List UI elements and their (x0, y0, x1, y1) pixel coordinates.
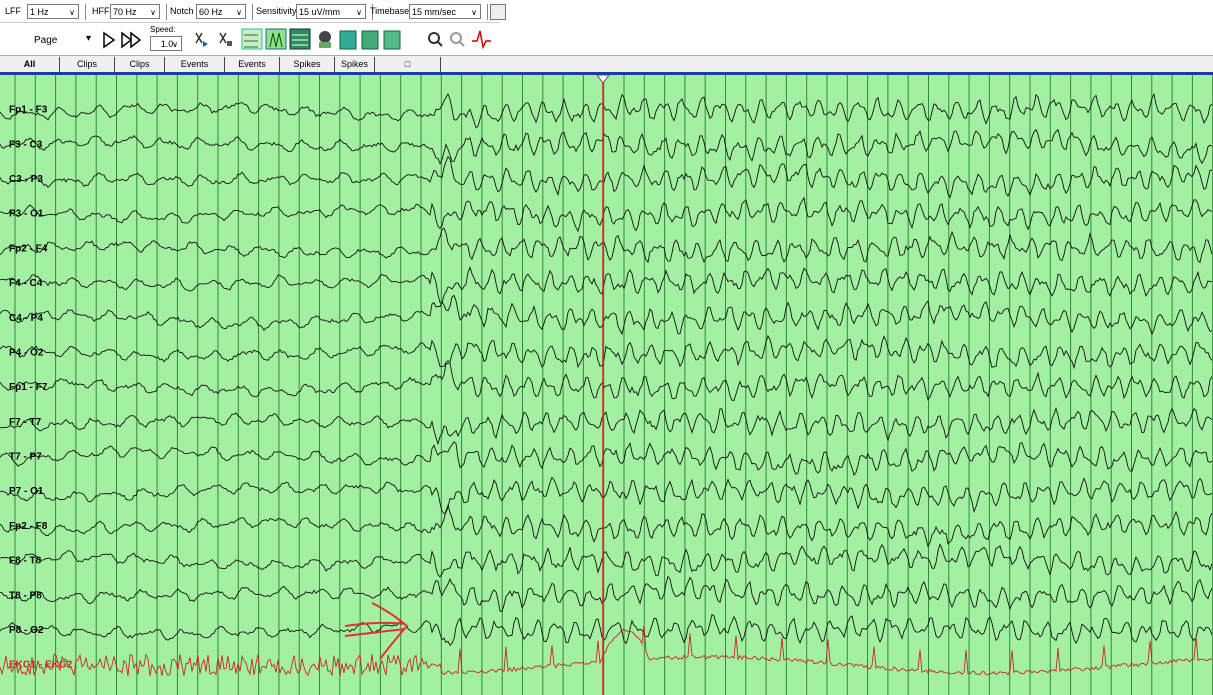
separator (85, 4, 86, 20)
filter-select[interactable]: 70 Hz (110, 4, 160, 19)
channel-label: P4 - O2 (9, 347, 44, 358)
tab[interactable]: Events (225, 57, 280, 72)
refresh-button[interactable] (490, 4, 506, 20)
speed-input[interactable]: 1.0 (150, 36, 182, 51)
icon-clip-play[interactable] (196, 33, 208, 47)
icon-spike[interactable] (472, 31, 491, 47)
icon-report[interactable] (340, 31, 356, 49)
channel-label: P7 - O1 (9, 486, 44, 497)
filter-select[interactable]: 1 Hz (27, 4, 79, 19)
page-dropdown[interactable]: ▾ (86, 33, 91, 44)
channel-label: F8 - T8 (9, 556, 42, 567)
eeg-display: Fp1 - F3 F3 - C3 C3 - P3 P3 - O1 Fp2 - F4 F4 … (0, 75, 1213, 695)
separator (166, 4, 167, 20)
channel-label: F7 - T7 (9, 417, 42, 428)
filter-select[interactable]: 15 mm/sec (409, 4, 481, 19)
toolbar-icons (190, 27, 500, 53)
tab[interactable]: Events (165, 57, 225, 72)
tab[interactable]: All (0, 57, 60, 72)
channel-label: T7 - P7 (9, 452, 42, 463)
tab[interactable]: Spikes (335, 57, 375, 72)
filter-label: HFF (92, 6, 110, 16)
filter-select[interactable]: 15 uV/mm (296, 4, 366, 19)
channel-label: P8 - O2 (9, 625, 44, 636)
toolbar-divider (0, 22, 500, 23)
channel-label: C4 - P4 (9, 313, 43, 324)
display-background (0, 75, 1213, 695)
channel-label: C3 - P3 (9, 174, 43, 185)
filter-label: Timebase (370, 6, 409, 16)
icon-note[interactable] (384, 31, 400, 49)
icon-print[interactable] (362, 31, 378, 49)
icon-clip-stop[interactable] (220, 33, 232, 46)
tab[interactable]: Spikes (280, 57, 335, 72)
speed-label: Speed: (150, 25, 175, 34)
tab-add[interactable]: □ (375, 57, 441, 72)
channel-label: F3 - C3 (9, 139, 43, 150)
icon-grid[interactable] (290, 29, 310, 49)
icon-zoom-out[interactable] (451, 33, 464, 46)
separator (487, 4, 488, 20)
icon-person[interactable] (319, 31, 331, 48)
page-label[interactable]: Page (34, 35, 57, 46)
tab[interactable]: Clips (115, 57, 165, 72)
tab[interactable]: Clips (60, 57, 115, 72)
icon-zoom-in[interactable] (429, 33, 442, 46)
channel-label: Fp2 - F4 (9, 243, 48, 254)
icon-traces[interactable] (266, 29, 286, 49)
filter-select[interactable]: 60 Hz (196, 4, 246, 19)
filter-label: Notch (170, 6, 194, 16)
filter-label: Sensitivity (256, 6, 297, 16)
channel-label: Fp2 - F8 (9, 521, 48, 532)
channel-label: Fp1 - F3 (9, 105, 48, 116)
channel-label: Fp1 - F7 (9, 382, 48, 393)
separator (252, 4, 253, 20)
icon-montage[interactable] (242, 29, 262, 49)
channel-label: EKG1 - EKG2 (9, 660, 73, 671)
filter-label: LFF (5, 6, 21, 16)
channel-label: T8 - P8 (9, 590, 42, 601)
channel-label: F4 - C4 (9, 278, 43, 289)
play-buttons[interactable] (100, 30, 145, 50)
channel-label: P3 - O1 (9, 209, 44, 220)
eeg-viewer: LFF 1 Hz HFF70 Hz Notch60 Hz Sensitivity15 u… (0, 0, 1213, 695)
